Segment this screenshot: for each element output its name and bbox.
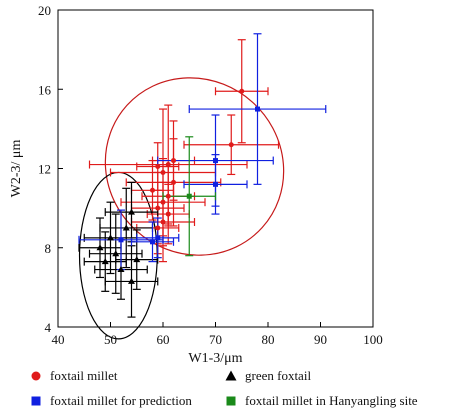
y-tick-label: 4 (45, 320, 52, 335)
y-tick-label: 20 (38, 3, 51, 18)
x-tick-label: 60 (157, 332, 170, 347)
data-point (160, 219, 166, 225)
data-point (117, 266, 125, 273)
x-tick-label: 70 (209, 332, 222, 347)
data-point (155, 225, 161, 231)
data-markers (96, 88, 260, 284)
y-axis-label: W2-3/ μm (9, 140, 24, 198)
legend-label: foxtail millet (50, 368, 118, 383)
data-point (122, 224, 130, 231)
legend-label: green foxtail (245, 368, 311, 383)
legend-item: foxtail millet in Hanyangling site (226, 393, 418, 408)
data-point (155, 205, 161, 211)
axes: 40 50 60 70 80 90 100 4 8 12 16 20 (38, 3, 383, 347)
data-point (239, 88, 245, 94)
legend-marker (31, 396, 41, 406)
legend-label: foxtail millet for prediction (50, 393, 192, 408)
confidence-ellipses (78, 77, 285, 340)
data-point (128, 208, 135, 215)
data-point (213, 181, 218, 187)
error-bars (78, 33, 327, 318)
legend-label: foxtail millet in Hanyangling site (245, 393, 418, 408)
y-tick-label: 16 (38, 82, 52, 97)
data-point (112, 250, 120, 257)
data-point (150, 239, 155, 245)
legend: foxtail millet green foxtail foxtail mille… (31, 368, 418, 408)
data-point (118, 237, 124, 243)
data-point (213, 158, 218, 164)
data-point (155, 235, 161, 241)
x-tick-label: 90 (314, 332, 327, 347)
data-point (160, 199, 166, 205)
data-point (155, 164, 161, 170)
y-tick-label: 8 (45, 241, 52, 256)
data-point (128, 277, 135, 284)
data-point (160, 169, 166, 175)
x-tick-label: 50 (104, 332, 117, 347)
legend-item: foxtail millet for prediction (31, 393, 192, 408)
legend-item: green foxtail (225, 368, 311, 383)
data-point (255, 106, 260, 112)
data-point (171, 179, 176, 185)
data-point (107, 234, 114, 241)
data-point (165, 211, 171, 217)
data-point (101, 258, 109, 265)
data-point (150, 187, 155, 193)
data-point (186, 193, 192, 199)
data-point (96, 244, 104, 251)
data-point (165, 162, 171, 168)
x-tick-label: 80 (262, 332, 275, 347)
legend-marker (31, 371, 41, 381)
x-axis-label: W1-3/μm (188, 351, 242, 366)
legend-marker (225, 370, 237, 381)
legend-item: foxtail millet (31, 368, 118, 383)
x-tick-label: 40 (52, 332, 65, 347)
data-point (133, 256, 141, 263)
data-point (171, 158, 176, 164)
x-tick-label: 100 (363, 332, 383, 347)
legend-marker (226, 396, 236, 406)
data-point (165, 193, 171, 199)
data-point (228, 142, 234, 148)
y-tick-label: 12 (38, 162, 51, 177)
